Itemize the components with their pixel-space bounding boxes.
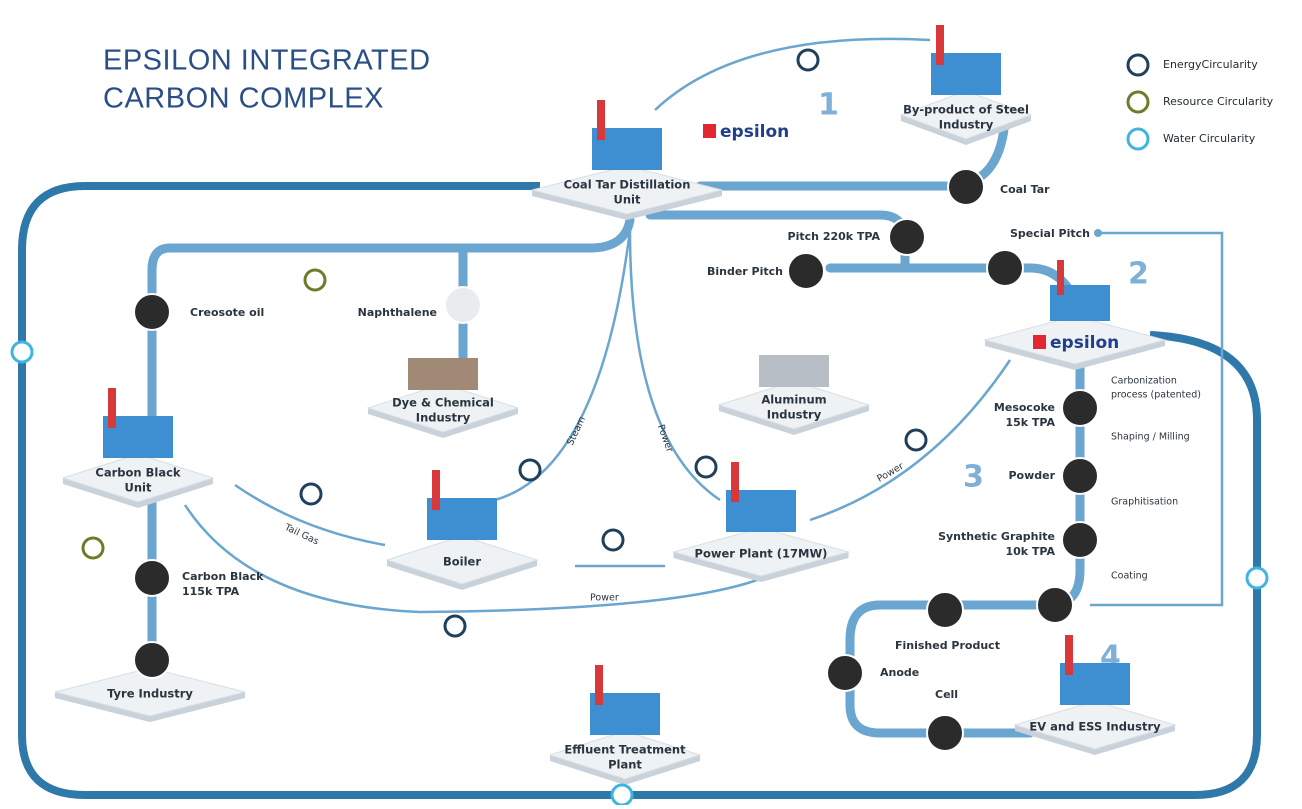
material xyxy=(1062,458,1098,494)
material xyxy=(445,287,481,323)
chimney xyxy=(108,388,116,428)
platform-label: Tyre Industry xyxy=(107,687,193,701)
material xyxy=(1037,587,1073,623)
platform-label: Industry xyxy=(416,411,471,425)
legend: EnergyCircularity Resource Circularity W… xyxy=(1128,55,1274,149)
platform-label: Carbon Black xyxy=(95,466,180,480)
steam-line xyxy=(495,230,630,500)
title-line: CARBON COMPLEX xyxy=(103,83,384,115)
process-label: Coating xyxy=(1111,571,1148,582)
title-line: EPSILON INTEGRATED xyxy=(103,45,431,77)
chimney xyxy=(731,462,739,502)
building xyxy=(408,358,478,390)
circularity-icon xyxy=(301,484,321,504)
platform-label: Dye & Chemical xyxy=(392,396,494,410)
material xyxy=(1062,522,1098,558)
material-label: Anode xyxy=(880,666,919,679)
material xyxy=(927,592,963,628)
brand-logo: epsilon xyxy=(720,122,789,142)
brand-mark xyxy=(703,124,716,138)
material xyxy=(134,294,170,330)
circularity-icon xyxy=(520,460,540,480)
chimney xyxy=(597,100,605,140)
circularity-icon xyxy=(906,430,926,450)
material xyxy=(948,169,984,205)
chimney xyxy=(1065,635,1073,675)
building xyxy=(759,355,829,387)
circularity-icon xyxy=(12,342,32,362)
material xyxy=(889,219,925,255)
circularity-icon xyxy=(83,538,103,558)
material-label: Mesocoke xyxy=(994,401,1055,414)
platform-label: Power Plant (17MW) xyxy=(695,547,828,561)
material-label: Carbon Black xyxy=(182,570,264,583)
legend-icon xyxy=(1128,55,1148,75)
step-number: 1 xyxy=(818,88,839,123)
platform-label: Boiler xyxy=(443,555,481,569)
circularity-icon xyxy=(1247,568,1267,588)
platform-label: By-product of Steel xyxy=(903,103,1029,117)
circularity-icon xyxy=(305,270,325,290)
platform-label: Coal Tar Distillation xyxy=(564,178,691,192)
material-label: Coal Tar xyxy=(1000,183,1050,196)
material-label: Binder Pitch xyxy=(707,265,783,278)
material xyxy=(827,655,863,691)
flow-label: Steam xyxy=(565,415,588,447)
material xyxy=(134,642,170,678)
platform-label: Unit xyxy=(125,481,152,495)
legend-icon xyxy=(1128,92,1148,112)
steel-return xyxy=(655,39,930,110)
chimney xyxy=(1057,260,1064,295)
chimney xyxy=(432,470,440,510)
material-label: Pitch 220k TPA xyxy=(788,230,881,243)
legend-icon xyxy=(1128,129,1148,149)
material-label: Naphthalene xyxy=(358,306,437,319)
circularity-icon xyxy=(445,616,465,636)
flow-label: Power xyxy=(590,593,619,604)
material xyxy=(788,253,824,289)
circularity-icon xyxy=(696,457,716,477)
platform-label: Industry xyxy=(767,408,822,422)
material-label: Creosote oil xyxy=(190,306,264,319)
process-label: Graphitisation xyxy=(1111,497,1178,508)
material-label: 115k TPA xyxy=(182,585,240,598)
material-label: Finished Product xyxy=(895,639,1000,652)
material-label: Synthetic Graphite xyxy=(938,530,1055,543)
platform-label: EV and ESS Industry xyxy=(1029,720,1161,734)
circularity-icon xyxy=(603,530,623,550)
platform-label: Unit xyxy=(614,193,641,207)
material xyxy=(134,560,170,596)
circularity-icon xyxy=(798,50,818,70)
legend-label: Resource Circularity xyxy=(1163,95,1274,108)
platform-label: Plant xyxy=(608,758,642,772)
brand-logo: epsilon xyxy=(1050,333,1119,353)
platform-label: Aluminum xyxy=(761,393,826,407)
flow-label: Power xyxy=(655,423,675,454)
material xyxy=(987,250,1023,286)
legend-label: EnergyCircularity xyxy=(1163,58,1258,71)
material-label: Powder xyxy=(1008,469,1055,482)
material xyxy=(1062,390,1098,426)
material-label: Cell xyxy=(935,688,958,701)
platform-label: Effluent Treatment xyxy=(564,743,686,757)
material-label: 15k TPA xyxy=(1005,416,1055,429)
platform-label: Industry xyxy=(939,118,994,132)
diagram: EPSILON INTEGRATED CARBON COMPLEX Energy… xyxy=(0,0,1302,805)
process-label: Carbonization xyxy=(1111,376,1177,387)
step-number: 2 xyxy=(1128,257,1149,292)
chimney xyxy=(936,25,944,65)
material-label: 10k TPA xyxy=(1005,545,1055,558)
circularity-icon xyxy=(612,785,632,805)
material-label: Special Pitch xyxy=(1010,227,1090,240)
process-label: Shaping / Milling xyxy=(1111,432,1190,443)
step-number: 3 xyxy=(963,460,984,495)
legend-label: Water Circularity xyxy=(1163,132,1256,145)
brand-mark xyxy=(1033,335,1046,349)
process-label: process (patented) xyxy=(1111,390,1201,401)
material xyxy=(927,715,963,751)
chimney xyxy=(595,665,603,705)
special-pitch-dot xyxy=(1094,229,1102,237)
